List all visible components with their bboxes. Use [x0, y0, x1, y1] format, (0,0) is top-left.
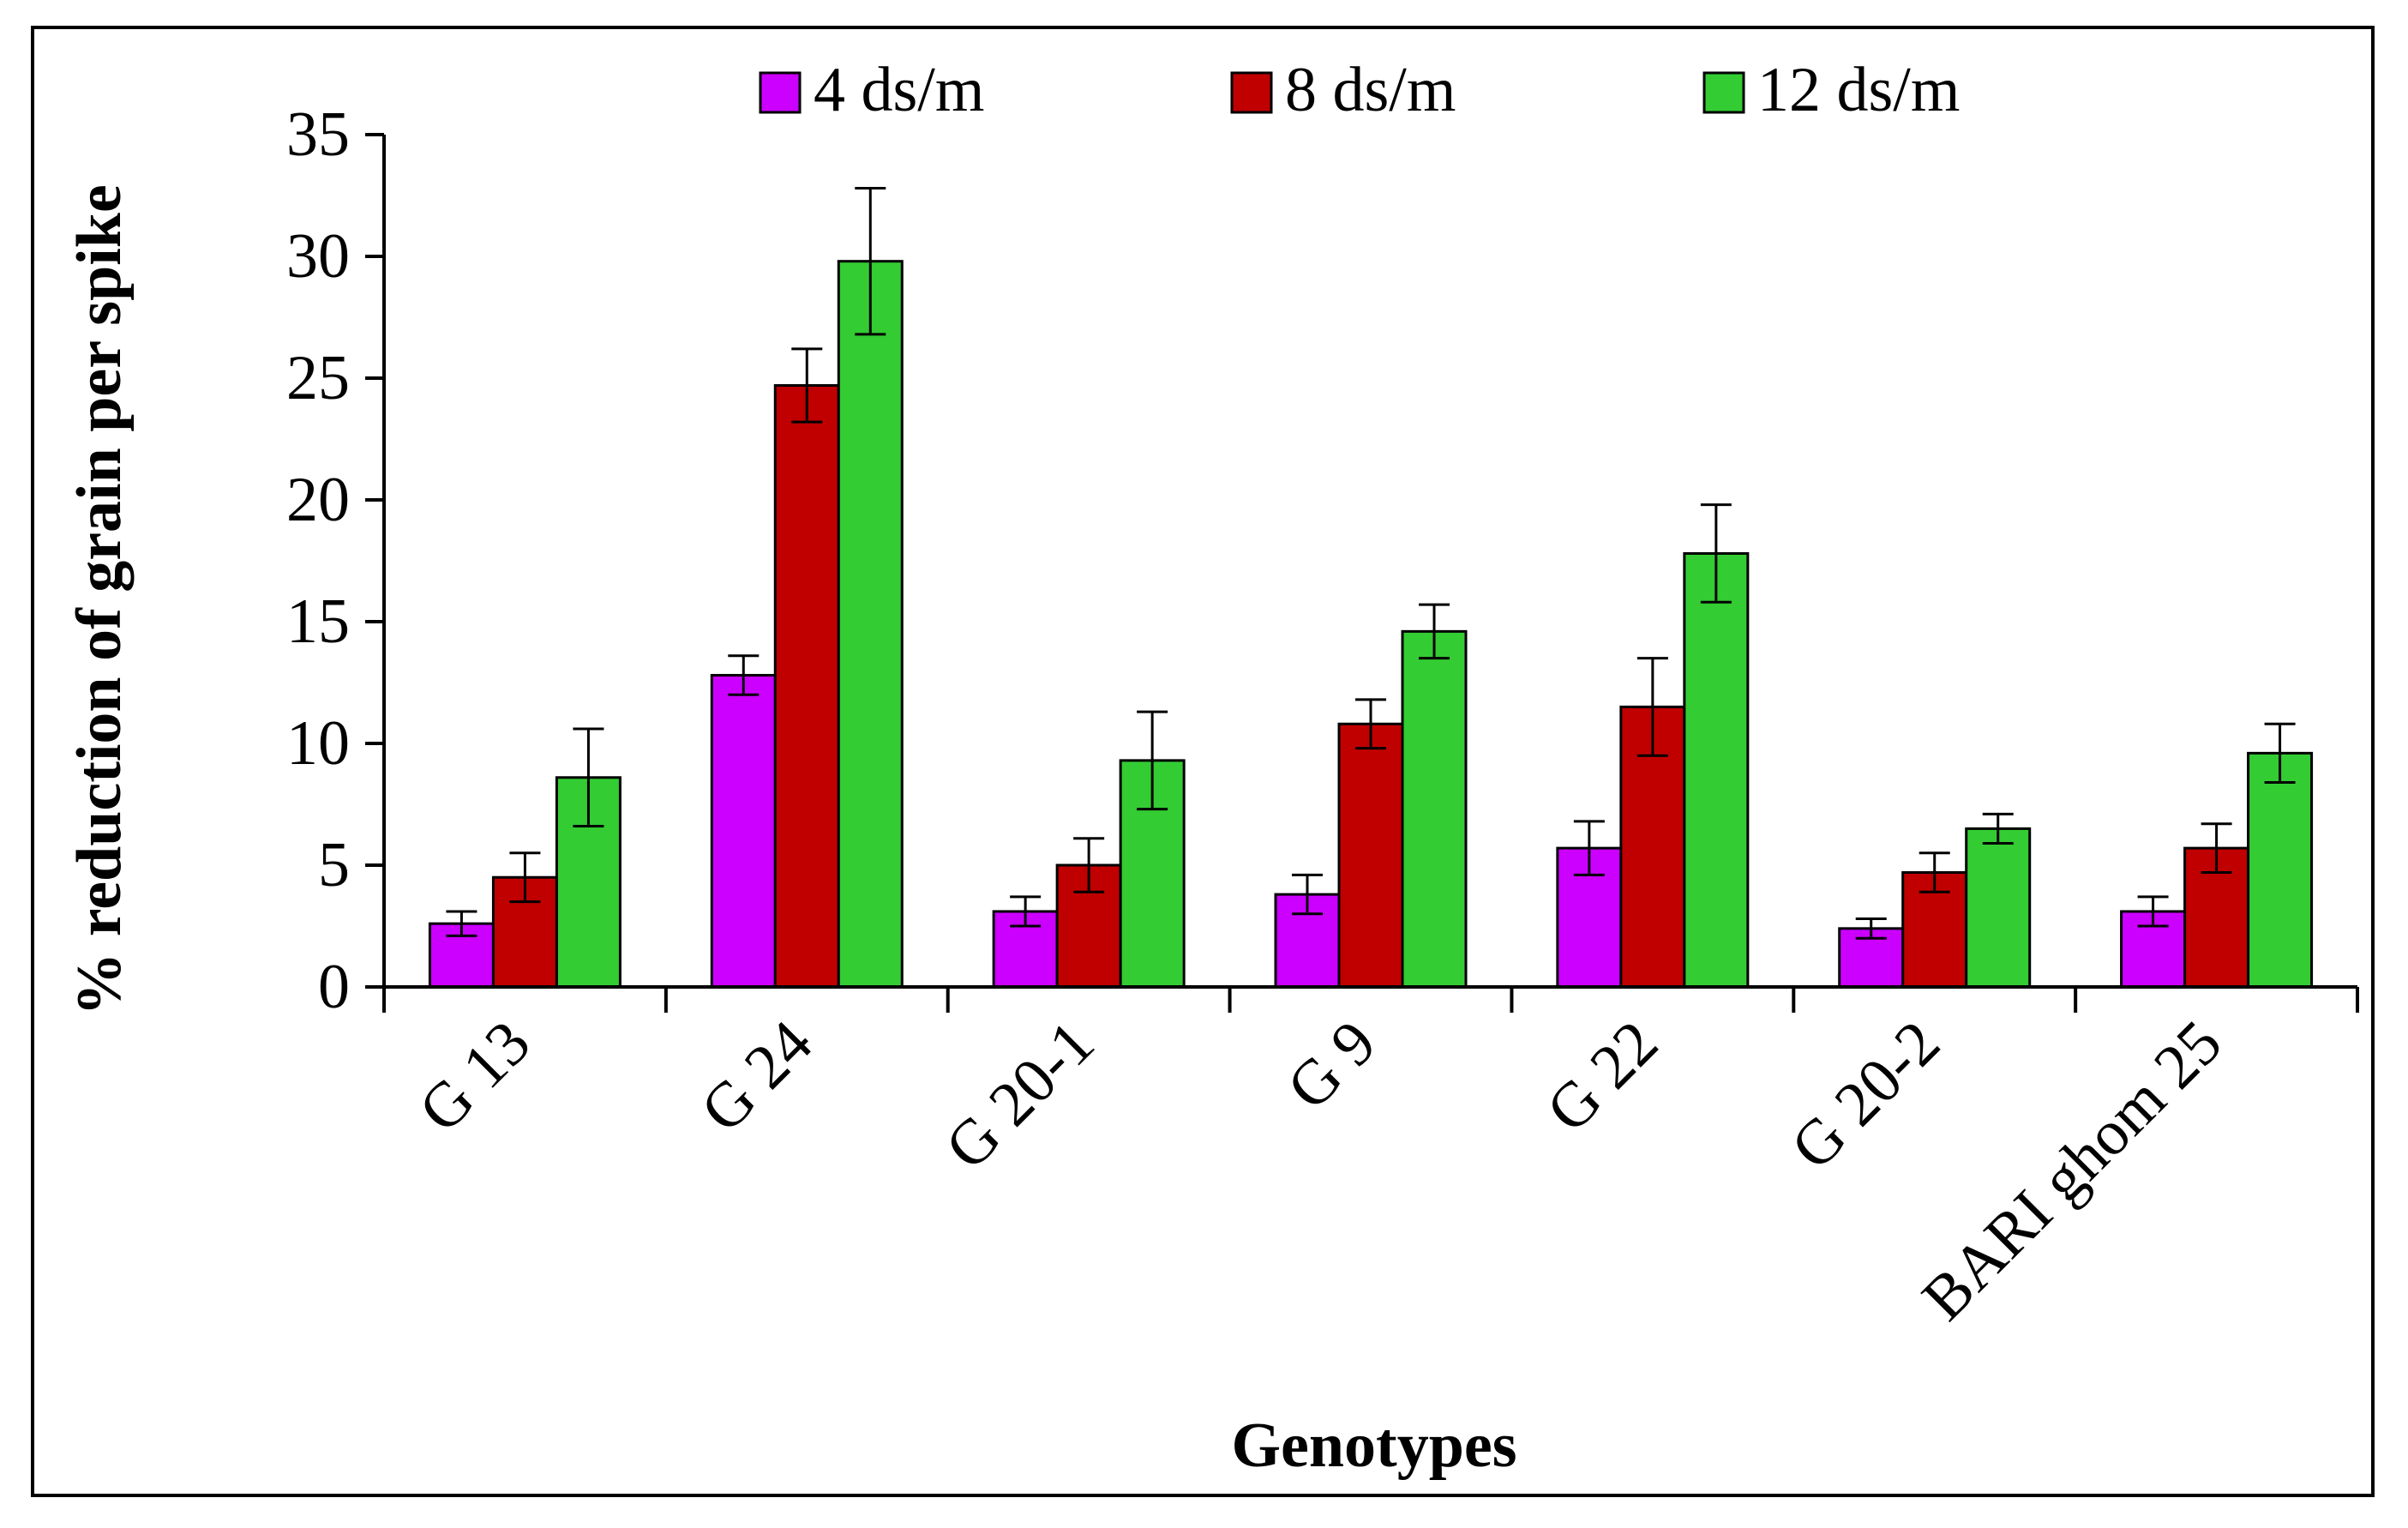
bar-8-ds-m-g-9	[1337, 722, 1404, 989]
y-tick-label-15: 15	[286, 587, 350, 657]
y-tick-label-30: 30	[286, 221, 350, 292]
x-category-label-bari-ghom-25: BARI ghom 25	[1909, 1008, 2236, 1334]
bar-12-ds-m-g-24	[837, 260, 904, 989]
y-axis-title: % reduction of grain per spike	[64, 184, 135, 1016]
error-bars-layer	[446, 186, 2296, 940]
chart-frame	[31, 26, 2375, 1497]
y-tick-label-10: 10	[286, 708, 350, 779]
bar-12-ds-m-g-22	[1683, 551, 1750, 989]
y-tick-label-0: 0	[318, 952, 350, 1022]
y-tick-label-20: 20	[286, 465, 350, 535]
error-bar-12-ds-m-bari-ghom-25	[2264, 722, 2296, 784]
legend-label: 8 ds/m	[1285, 55, 1456, 125]
error-bar-8-ds-m-g-20-1	[1073, 837, 1105, 893]
y-tick-labels: 0 5 10 15 20 25 30 35	[286, 99, 350, 1022]
legend-swatch	[1702, 71, 1745, 114]
error-bar-8-ds-m-bari-ghom-25	[2201, 822, 2232, 875]
legend: 4 ds/m 8 ds/m 12 ds/m	[759, 55, 1960, 125]
error-bar-4-ds-m-g-20-2	[1855, 917, 1887, 940]
legend-label: 12 ds/m	[1757, 55, 1960, 125]
error-bar-8-ds-m-g-9	[1355, 698, 1386, 750]
error-bar-4-ds-m-g-24	[728, 654, 760, 696]
x-category-label-g-24: G 24	[688, 1008, 826, 1146]
error-bar-8-ds-m-g-22	[1636, 657, 1668, 757]
bars-layer	[428, 260, 2314, 989]
x-axis-title: Genotypes	[1232, 1411, 1517, 1481]
legend-item-12-ds-m: 12 ds/m	[1702, 55, 1960, 125]
x-category-label-g-13: G 13	[405, 1008, 543, 1146]
x-category-label-g-9: G 9	[1274, 1008, 1390, 1123]
bar-12-ds-m-g-9	[1401, 629, 1468, 989]
error-bar-12-ds-m-g-22	[1700, 503, 1732, 604]
x-category-label-g-22: G 22	[1534, 1008, 1672, 1146]
error-bar-8-ds-m-g-24	[791, 347, 823, 424]
bar-4-ds-m-g-24	[710, 673, 777, 989]
x-category-label-g-20-1: G 20-1	[932, 1008, 1108, 1183]
error-bar-4-ds-m-bari-ghom-25	[2137, 895, 2169, 928]
y-tick-label-25: 25	[286, 343, 350, 413]
bar-12-ds-m-g-20-2	[1965, 827, 2032, 989]
bar-8-ds-m-g-24	[773, 384, 840, 989]
legend-label: 4 ds/m	[814, 55, 984, 125]
error-bar-12-ds-m-g-20-2	[1982, 812, 2014, 845]
bar-12-ds-m-bari-ghom-25	[2247, 751, 2314, 989]
bar-4-ds-m-bari-ghom-25	[2120, 910, 2187, 989]
y-tick-label-5: 5	[318, 830, 350, 900]
error-bar-12-ds-m-g-9	[1419, 603, 1450, 660]
error-bar-8-ds-m-g-13	[509, 851, 541, 904]
legend-swatch	[759, 71, 802, 114]
error-bar-4-ds-m-g-13	[446, 910, 477, 937]
error-bar-12-ds-m-g-24	[855, 186, 886, 336]
error-bar-4-ds-m-g-9	[1292, 873, 1323, 916]
error-bar-12-ds-m-g-20-1	[1137, 710, 1168, 811]
error-bar-4-ds-m-g-20-1	[1010, 895, 1042, 928]
y-tick-label-35: 35	[286, 99, 350, 170]
error-bar-4-ds-m-g-22	[1573, 820, 1605, 876]
legend-swatch	[1230, 71, 1273, 114]
legend-item-8-ds-m: 8 ds/m	[1230, 55, 1456, 125]
legend-item-4-ds-m: 4 ds/m	[759, 55, 984, 125]
error-bar-8-ds-m-g-20-2	[1919, 851, 1950, 893]
error-bar-12-ds-m-g-13	[573, 727, 604, 828]
x-category-label-g-20-2: G 20-2	[1778, 1008, 1954, 1183]
axes-layer	[365, 133, 2359, 1013]
